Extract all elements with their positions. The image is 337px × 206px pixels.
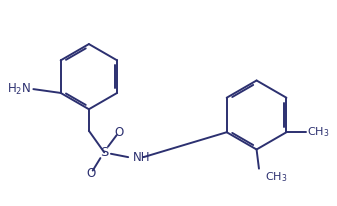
Text: CH$_3$: CH$_3$ <box>265 170 288 184</box>
Text: O: O <box>114 126 123 139</box>
Text: CH$_3$: CH$_3$ <box>307 125 330 139</box>
Text: H$_2$N: H$_2$N <box>7 82 31 97</box>
Text: NH: NH <box>133 151 150 164</box>
Text: S: S <box>100 146 109 159</box>
Text: O: O <box>86 167 95 180</box>
